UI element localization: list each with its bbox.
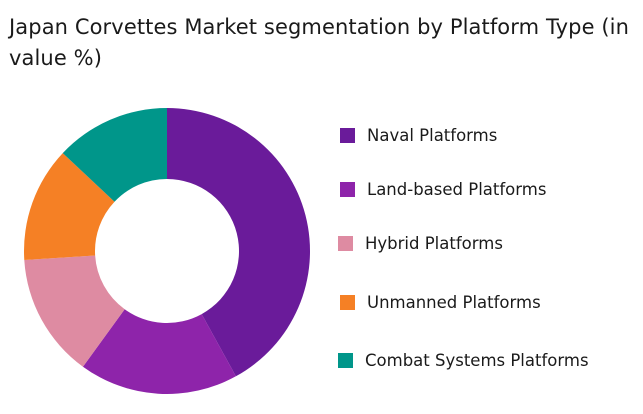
legend-item: Land-based Platforms bbox=[340, 180, 546, 199]
legend-item: Hybrid Platforms bbox=[338, 234, 503, 253]
legend-swatch bbox=[338, 353, 353, 368]
legend-item: Combat Systems Platforms bbox=[338, 351, 589, 370]
legend-swatch bbox=[338, 236, 353, 251]
donut-slice-naval-platforms bbox=[167, 108, 311, 377]
donut-slice-unmanned-platforms bbox=[24, 153, 115, 260]
legend-label: Naval Platforms bbox=[367, 126, 498, 145]
chart-title: Japan Corvettes Market segmentation by P… bbox=[9, 15, 630, 70]
legend-label: Combat Systems Platforms bbox=[365, 351, 589, 370]
donut-slice-hybrid-platforms bbox=[24, 255, 125, 367]
legend-swatch bbox=[340, 128, 355, 143]
legend-label: Hybrid Platforms bbox=[365, 234, 503, 253]
donut-slice-combat-systems-platforms bbox=[62, 108, 167, 202]
donut-slice-land-based-platforms bbox=[82, 309, 236, 394]
legend-label: Unmanned Platforms bbox=[367, 293, 541, 312]
legend-swatch bbox=[340, 295, 355, 310]
legend-swatch bbox=[340, 182, 355, 197]
legend-label: Land-based Platforms bbox=[367, 180, 547, 199]
legend-item: Unmanned Platforms bbox=[340, 293, 541, 312]
legend-item: Naval Platforms bbox=[340, 126, 497, 145]
